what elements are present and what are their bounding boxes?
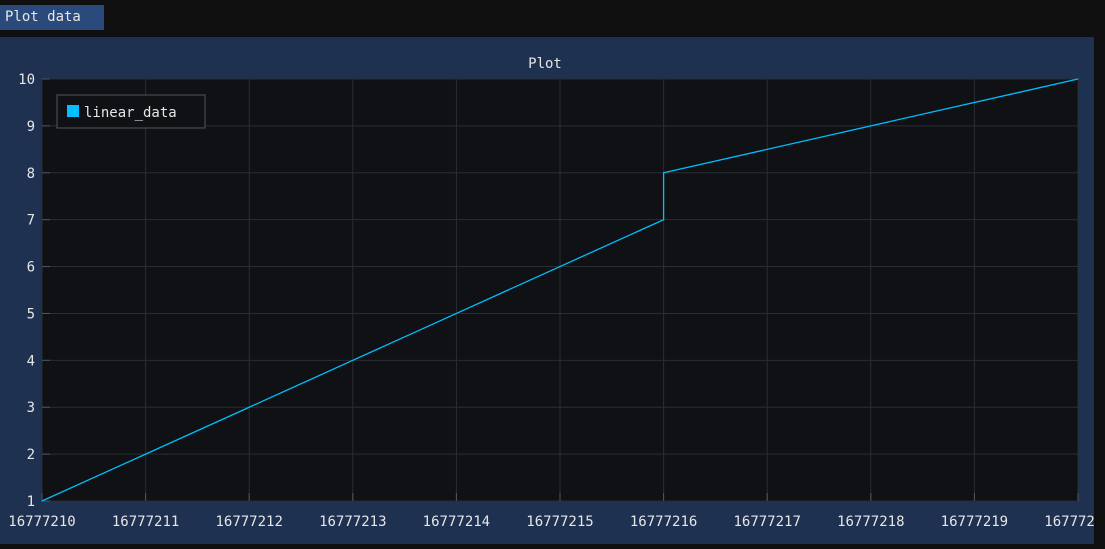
x-tick-label: 16777212 <box>215 514 282 530</box>
x-tick-label: 16777217 <box>733 514 800 530</box>
plot-window: Plot 16777210 16777211 16777212 16777213 167… <box>0 37 1094 544</box>
data-point <box>145 453 147 455</box>
x-tick-label: 16777213 <box>319 514 386 530</box>
plot-title: Plot <box>528 56 562 72</box>
data-point <box>1077 78 1079 80</box>
y-tick-label: 6 <box>27 260 35 276</box>
y-tick-label: 10 <box>18 72 35 88</box>
plot-chart[interactable]: Plot 16777210 16777211 16777212 16777213 167… <box>0 37 1094 544</box>
y-tick-label: 8 <box>27 166 35 182</box>
x-tick-label: 16777219 <box>941 514 1008 530</box>
legend[interactable]: linear_data <box>56 94 206 129</box>
x-tick-label: 16777210 <box>8 514 75 530</box>
data-point <box>559 266 561 268</box>
x-tick-label: 16777220 <box>1044 514 1094 530</box>
y-tick-label: 7 <box>27 213 35 229</box>
y-tick-label: 5 <box>27 306 35 322</box>
data-point <box>352 359 354 361</box>
series-line-linear-data[interactable] <box>41 78 1079 502</box>
x-tick-label: 16777218 <box>837 514 904 530</box>
data-point <box>870 125 872 127</box>
data-point <box>663 219 665 221</box>
y-tick-label: 3 <box>27 400 35 416</box>
window-title-tab[interactable]: Plot data <box>0 5 104 30</box>
x-tick-label: 16777215 <box>526 514 593 530</box>
legend-swatch-linear-data <box>67 105 79 117</box>
x-tick-label: 16777214 <box>423 514 490 530</box>
y-tick-label: 4 <box>27 353 35 369</box>
data-point <box>248 406 250 408</box>
y-tick-label: 2 <box>27 447 35 463</box>
y-tick-label: 9 <box>27 119 35 135</box>
x-tick-label: 16777211 <box>112 514 179 530</box>
data-point <box>663 172 665 174</box>
data-point <box>455 312 457 314</box>
legend-box <box>56 94 206 129</box>
y-tick-label: 1 <box>27 494 35 510</box>
data-point <box>41 500 43 502</box>
legend-label-linear-data: linear_data <box>84 105 177 121</box>
x-tick-label: 16777216 <box>630 514 697 530</box>
